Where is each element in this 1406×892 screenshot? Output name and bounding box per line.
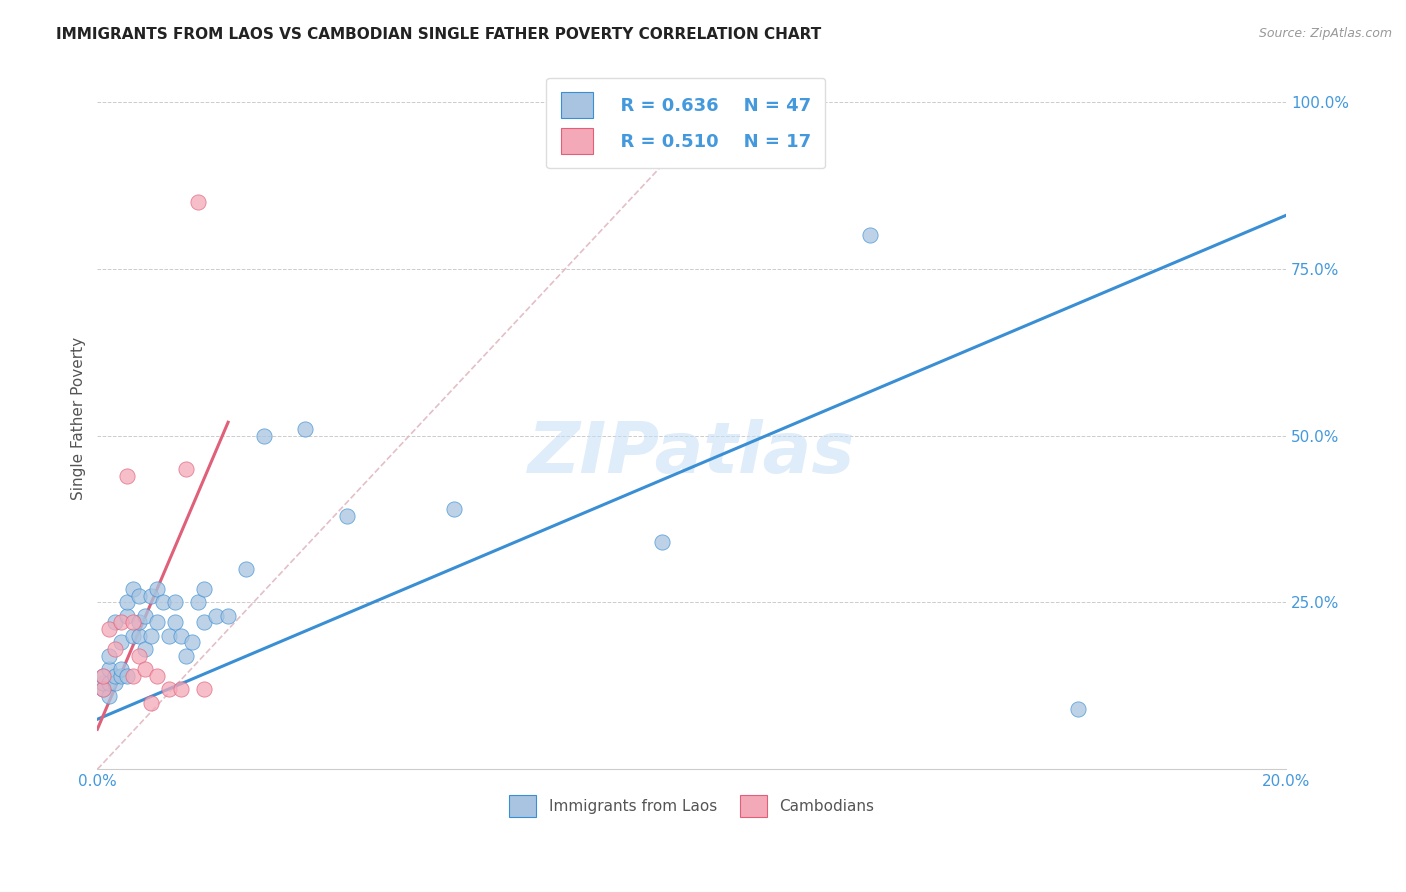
Point — [169, 682, 191, 697]
Point — [104, 669, 127, 683]
Point — [193, 682, 215, 697]
Text: IMMIGRANTS FROM LAOS VS CAMBODIAN SINGLE FATHER POVERTY CORRELATION CHART: IMMIGRANTS FROM LAOS VS CAMBODIAN SINGLE… — [56, 27, 821, 42]
Point — [139, 589, 162, 603]
Point — [110, 669, 132, 683]
Point — [146, 582, 169, 596]
Point — [134, 608, 156, 623]
Point — [181, 635, 204, 649]
Point — [98, 689, 121, 703]
Point — [98, 675, 121, 690]
Point — [157, 682, 180, 697]
Point — [104, 642, 127, 657]
Point — [115, 468, 138, 483]
Point — [104, 675, 127, 690]
Point — [91, 669, 114, 683]
Y-axis label: Single Father Poverty: Single Father Poverty — [72, 337, 86, 500]
Point — [146, 615, 169, 630]
Point — [122, 582, 145, 596]
Point — [134, 662, 156, 676]
Point — [336, 508, 359, 523]
Point — [1067, 702, 1090, 716]
Point — [110, 662, 132, 676]
Point — [104, 615, 127, 630]
Point — [157, 629, 180, 643]
Point — [176, 648, 198, 663]
Point — [128, 589, 150, 603]
Point — [91, 675, 114, 690]
Point — [98, 622, 121, 636]
Point — [98, 662, 121, 676]
Point — [146, 669, 169, 683]
Point — [91, 682, 114, 697]
Point — [91, 682, 114, 697]
Point — [139, 696, 162, 710]
Point — [122, 629, 145, 643]
Point — [110, 615, 132, 630]
Point — [169, 629, 191, 643]
Point — [163, 615, 186, 630]
Point — [122, 669, 145, 683]
Point — [115, 595, 138, 609]
Point — [187, 194, 209, 209]
Point — [115, 669, 138, 683]
Point — [122, 615, 145, 630]
Point — [193, 582, 215, 596]
Point — [859, 228, 882, 243]
Point — [294, 422, 316, 436]
Point — [128, 629, 150, 643]
Point — [651, 535, 673, 549]
Point — [253, 428, 276, 442]
Point — [91, 669, 114, 683]
Legend: Immigrants from Laos, Cambodians: Immigrants from Laos, Cambodians — [501, 788, 882, 825]
Point — [152, 595, 174, 609]
Point — [139, 629, 162, 643]
Point — [205, 608, 228, 623]
Point — [235, 562, 257, 576]
Point — [163, 595, 186, 609]
Text: Source: ZipAtlas.com: Source: ZipAtlas.com — [1258, 27, 1392, 40]
Text: ZIPatlas: ZIPatlas — [529, 419, 855, 489]
Point — [176, 462, 198, 476]
Point — [98, 648, 121, 663]
Point — [128, 615, 150, 630]
Point — [187, 595, 209, 609]
Point — [217, 608, 239, 623]
Point — [134, 642, 156, 657]
Point — [193, 615, 215, 630]
Point — [443, 502, 465, 516]
Point — [115, 608, 138, 623]
Point — [128, 648, 150, 663]
Point — [110, 635, 132, 649]
